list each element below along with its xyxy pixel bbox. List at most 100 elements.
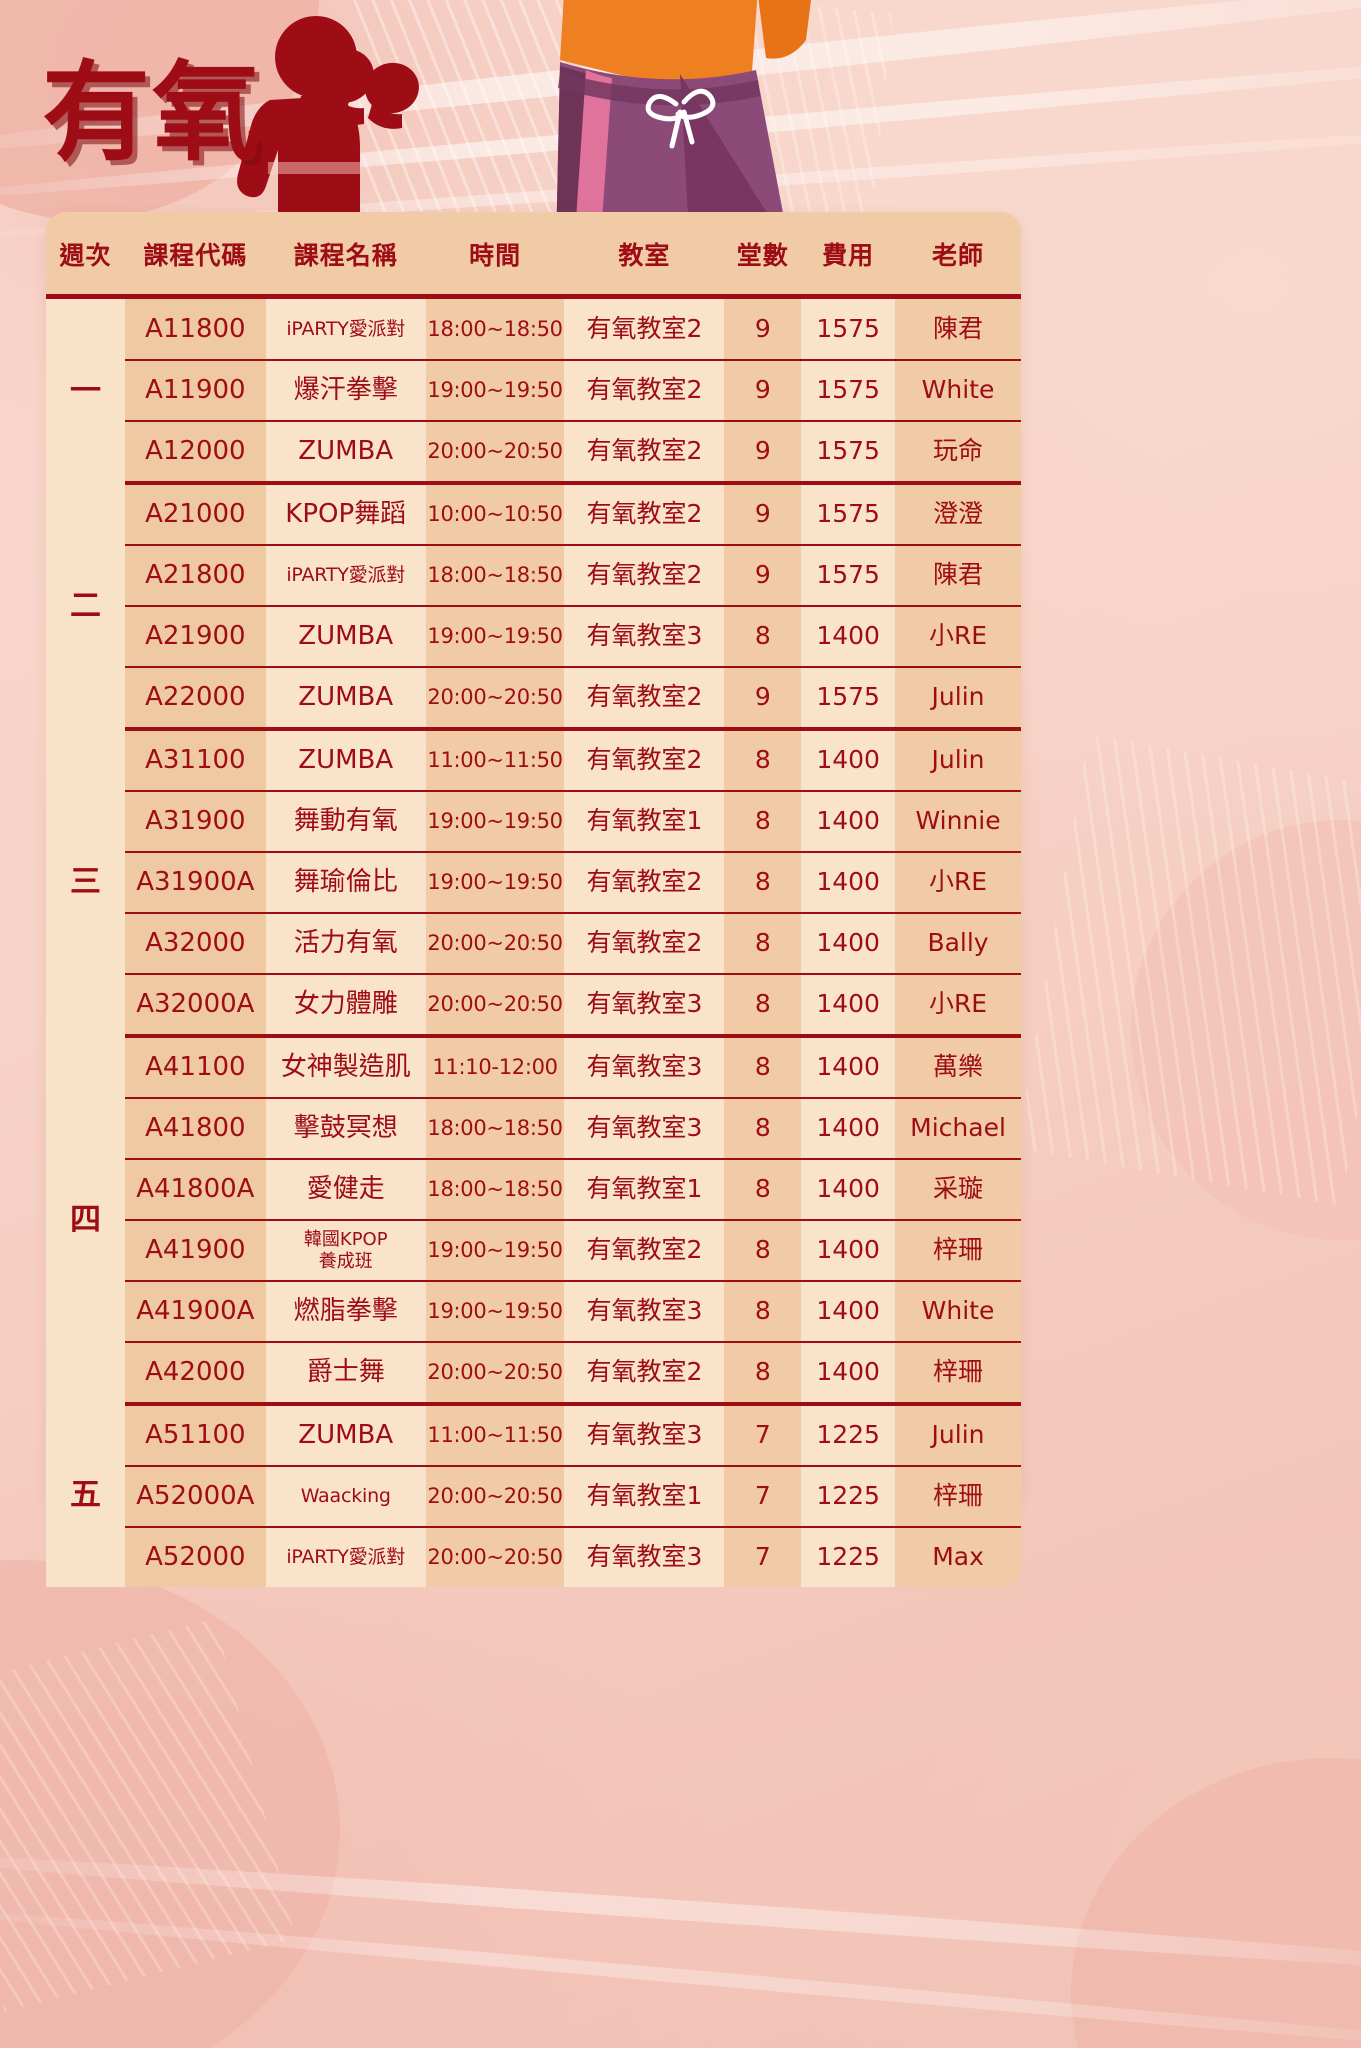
teacher-cell: Julin (895, 729, 1021, 792)
course-name-cell: KPOP舞蹈 (265, 483, 426, 546)
course-time-cell: 19:00~19:50 (425, 1281, 565, 1343)
fee-cell: 1400 (801, 1098, 896, 1160)
classroom-cell: 有氧教室3 (564, 1098, 725, 1160)
session-count-cell: 8 (724, 791, 802, 853)
classroom-cell: 有氧教室2 (564, 421, 725, 485)
course-code-cell: A31900 (124, 791, 266, 853)
session-count-cell: 8 (724, 974, 802, 1038)
table-row: A31900A 舞瑜倫比 19:00~19:50 有氧教室2 8 1400 小RE (46, 852, 1021, 914)
session-count-cell: 8 (724, 1281, 802, 1343)
course-name-cell: ZUMBA (265, 667, 426, 731)
table-row: A42000 爵士舞 20:00~20:50 有氧教室2 8 1400 梓珊 (46, 1342, 1021, 1406)
teacher-cell: 梓珊 (895, 1220, 1021, 1282)
course-code-cell: A51100 (124, 1404, 266, 1467)
classroom-cell: 有氧教室1 (564, 1466, 725, 1528)
course-name-cell: ZUMBA (265, 1404, 426, 1467)
fee-cell: 1400 (801, 852, 896, 914)
session-count-cell: 8 (724, 1220, 802, 1282)
weekday-cell: 四 (46, 1036, 125, 1404)
course-code-cell: A21000 (124, 483, 266, 546)
dancer-illustration (556, 0, 811, 250)
fee-cell: 1400 (801, 729, 896, 792)
fee-cell: 1400 (801, 1159, 896, 1221)
course-code-cell: A52000A (124, 1466, 266, 1528)
fee-cell: 1225 (801, 1527, 896, 1587)
fee-cell: 1400 (801, 913, 896, 975)
fee-cell: 1575 (801, 545, 896, 607)
course-name-cell: 燃脂拳擊 (265, 1281, 426, 1343)
course-code-cell: A11800 (124, 296, 266, 361)
teacher-cell: White (895, 1281, 1021, 1343)
fee-cell: 1400 (801, 1281, 896, 1343)
fee-cell: 1400 (801, 1220, 896, 1282)
table-header-row: 週次 課程代碼 課程名稱 時間 教室 堂數 費用 老師 (46, 212, 1021, 297)
session-count-cell: 8 (724, 729, 802, 792)
column-header-count: 堂數 (736, 241, 789, 270)
classroom-cell: 有氧教室1 (564, 791, 725, 853)
course-code-cell: A31100 (124, 729, 266, 792)
course-code-cell: A32000A (124, 974, 266, 1038)
teacher-cell: Julin (895, 667, 1021, 731)
course-code-cell: A21900 (124, 606, 266, 668)
session-count-cell: 9 (724, 667, 802, 731)
table-row: 四 A41100 女神製造肌 11:10-12:00 有氧教室3 8 1400 萬樂 (46, 1036, 1021, 1404)
session-count-cell: 9 (724, 545, 802, 607)
teacher-cell: 玩命 (895, 421, 1021, 485)
course-code-cell: A31900A (124, 852, 266, 914)
table-row: 三 A31100 ZUMBA 11:00~11:50 有氧教室2 8 1400 Julin (46, 729, 1021, 1036)
course-name-cell: 女神製造肌 (265, 1036, 426, 1099)
classroom-cell: 有氧教室2 (564, 1342, 725, 1406)
session-count-cell: 7 (724, 1527, 802, 1587)
course-time-cell: 18:00~18:50 (425, 296, 565, 361)
course-time-cell: 20:00~20:50 (425, 913, 565, 975)
column-header-week: 週次 (59, 241, 112, 270)
course-name-cell: ZUMBA (265, 729, 426, 792)
teacher-cell: 澄澄 (895, 483, 1021, 546)
course-time-cell: 18:00~18:50 (425, 1159, 565, 1221)
session-count-cell: 9 (724, 360, 802, 422)
table-row: 五 A51100 ZUMBA 11:00~11:50 有氧教室3 7 1225 Julin (46, 1404, 1021, 1587)
fee-cell: 1400 (801, 974, 896, 1038)
course-time-cell: 19:00~19:50 (425, 852, 565, 914)
header-illustration (237, 0, 811, 290)
classroom-cell: 有氧教室3 (564, 1281, 725, 1343)
fee-cell: 1575 (801, 296, 896, 361)
course-time-cell: 11:00~11:50 (425, 729, 565, 792)
classroom-cell: 有氧教室2 (564, 483, 725, 546)
table-row: A52000 iPARTY愛派對 20:00~20:50 有氧教室3 7 1225 Max (46, 1527, 1021, 1587)
teacher-cell: Bally (895, 913, 1021, 975)
session-count-cell: 8 (724, 606, 802, 668)
course-name-cell: 韓國KPOP 養成班 (265, 1220, 426, 1282)
course-code-cell: A41900 (124, 1220, 266, 1282)
course-time-cell: 20:00~20:50 (425, 974, 565, 1038)
classroom-cell: 有氧教室3 (564, 974, 725, 1038)
teacher-cell: Max (895, 1527, 1021, 1587)
teacher-cell: 梓珊 (895, 1466, 1021, 1528)
weekday-cell: 二 (46, 483, 125, 729)
fee-cell: 1400 (801, 791, 896, 853)
course-time-cell: 19:00~19:50 (425, 606, 565, 668)
table-row: A41900 韓國KPOP 養成班 19:00~19:50 有氧教室2 8 1400 梓珊 (46, 1220, 1021, 1282)
session-count-cell: 8 (724, 1342, 802, 1406)
course-name-cell: 爆汗拳擊 (265, 360, 426, 422)
table-row: A12000 ZUMBA 20:00~20:50 有氧教室2 9 1575 玩命 (46, 421, 1021, 485)
course-time-cell: 19:00~19:50 (425, 1220, 565, 1282)
table-row: A32000A 女力體雕 20:00~20:50 有氧教室3 8 1400 小RE (46, 974, 1021, 1038)
course-name-cell: iPARTY愛派對 (265, 545, 426, 607)
table-row: A31900 舞動有氧 19:00~19:50 有氧教室1 8 1400 Winnie (46, 791, 1021, 853)
weekday-cell: 一 (46, 296, 125, 483)
session-count-cell: 9 (724, 296, 802, 361)
teacher-cell: Michael (895, 1098, 1021, 1160)
course-code-cell: A41100 (124, 1036, 266, 1099)
course-name-cell: ZUMBA (265, 421, 426, 485)
classroom-cell: 有氧教室2 (564, 667, 725, 731)
teacher-cell: 小RE (895, 974, 1021, 1038)
fee-cell: 1575 (801, 360, 896, 422)
course-code-cell: A21800 (124, 545, 266, 607)
session-count-cell: 8 (724, 1036, 802, 1099)
weekday-cell: 三 (46, 729, 125, 1036)
table-row: A11900 爆汗拳擊 19:00~19:50 有氧教室2 9 1575 White (46, 360, 1021, 422)
column-header-teacher: 老師 (932, 241, 985, 270)
table-row: A32000 活力有氧 20:00~20:50 有氧教室2 8 1400 Bally (46, 913, 1021, 975)
classroom-cell: 有氧教室1 (564, 1159, 725, 1221)
